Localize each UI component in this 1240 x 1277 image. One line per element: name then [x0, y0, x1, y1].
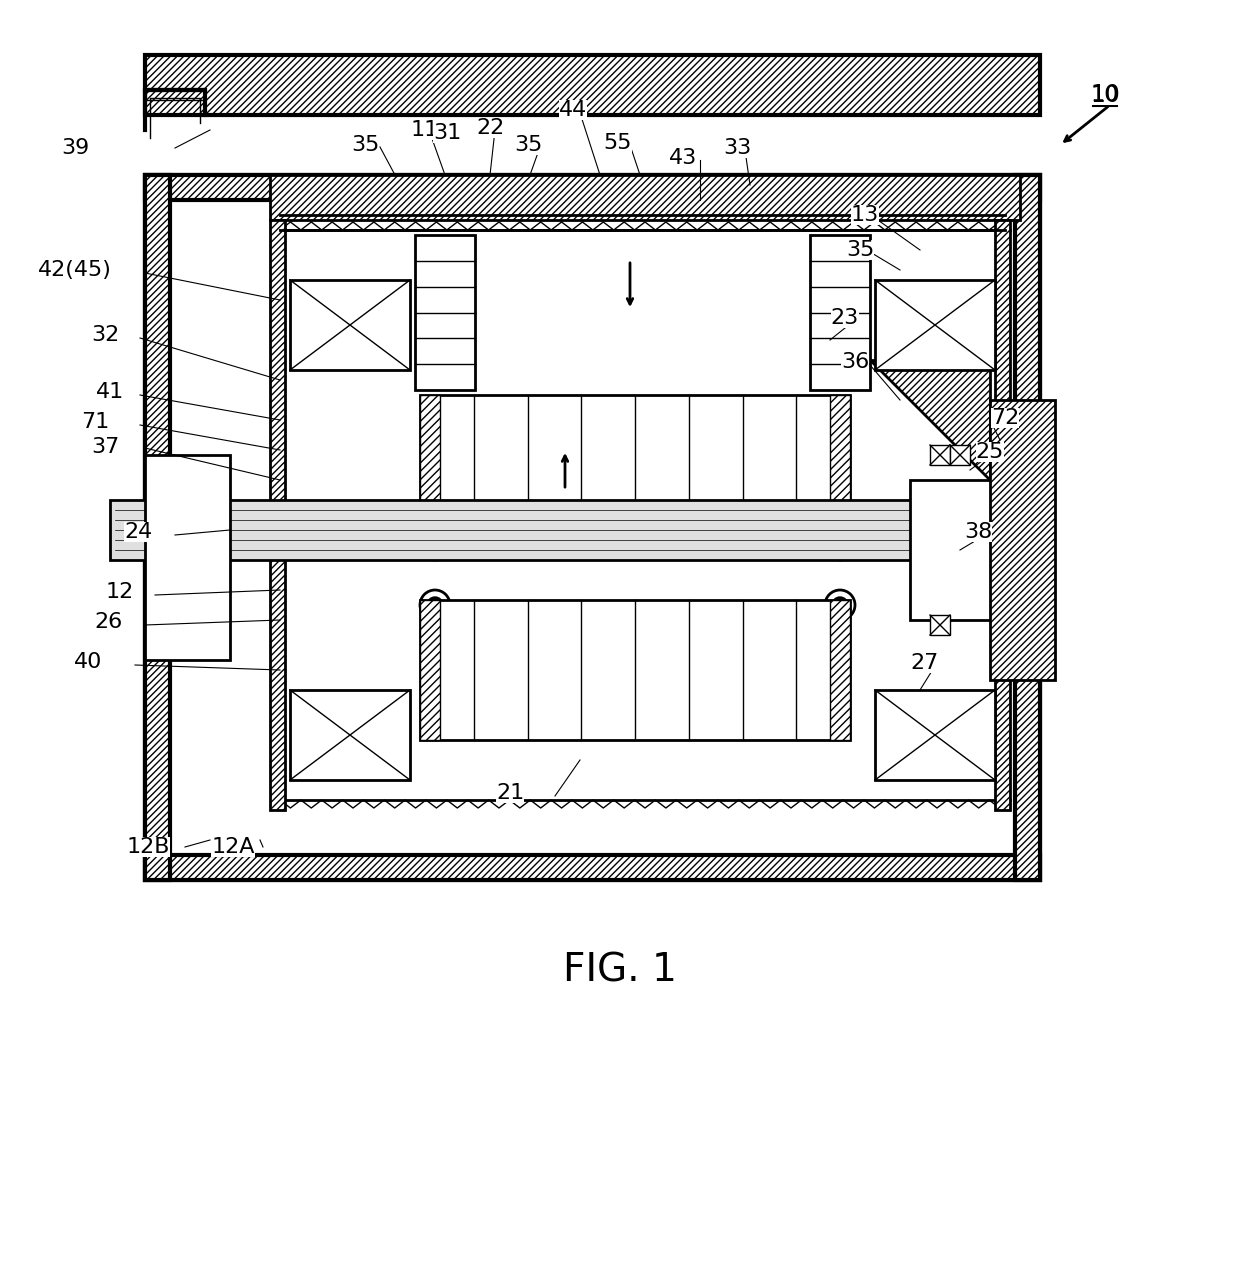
Bar — [290, 280, 410, 370]
Bar — [145, 175, 1040, 200]
Text: 32: 32 — [91, 326, 119, 345]
Circle shape — [832, 538, 848, 553]
FancyBboxPatch shape — [145, 175, 1040, 880]
Text: 27: 27 — [911, 653, 939, 673]
Text: 31: 31 — [433, 123, 461, 143]
Bar — [420, 395, 849, 530]
Bar — [810, 235, 870, 389]
Bar — [930, 444, 950, 465]
Bar — [145, 175, 170, 880]
Text: 55: 55 — [604, 133, 632, 153]
Bar — [420, 600, 440, 739]
Text: 26: 26 — [94, 612, 122, 632]
Bar — [290, 690, 410, 780]
Text: 21: 21 — [496, 783, 525, 803]
Text: FIG. 1: FIG. 1 — [563, 951, 677, 988]
Bar — [145, 856, 1040, 880]
Text: 33: 33 — [723, 138, 751, 158]
Circle shape — [427, 598, 443, 613]
Text: 12A: 12A — [211, 836, 254, 857]
Text: 72: 72 — [991, 407, 1019, 428]
Text: 44: 44 — [559, 100, 587, 120]
Text: 36: 36 — [841, 352, 869, 372]
Text: 37: 37 — [91, 437, 119, 457]
Bar — [420, 600, 849, 739]
Text: 40: 40 — [74, 653, 102, 672]
Bar — [270, 175, 1021, 220]
Text: 23: 23 — [831, 308, 859, 328]
Text: 71: 71 — [81, 412, 109, 432]
Bar — [994, 220, 1011, 810]
Text: 12: 12 — [105, 582, 134, 601]
Text: 39: 39 — [61, 138, 89, 158]
Text: 35: 35 — [513, 135, 542, 155]
Bar — [420, 395, 440, 530]
Bar — [875, 280, 994, 370]
Text: 13: 13 — [851, 206, 879, 225]
Text: 11: 11 — [410, 120, 439, 140]
Text: 43: 43 — [668, 148, 697, 169]
Bar — [875, 690, 994, 780]
Polygon shape — [870, 360, 990, 480]
Circle shape — [832, 598, 848, 613]
Text: 10: 10 — [1090, 83, 1120, 107]
Bar — [830, 600, 849, 739]
Text: 22: 22 — [476, 117, 505, 138]
Bar — [910, 480, 1011, 621]
Bar — [110, 501, 990, 561]
Text: 10: 10 — [1091, 86, 1120, 105]
Bar — [930, 616, 950, 635]
Bar — [1016, 175, 1040, 880]
Bar — [145, 55, 1040, 115]
Bar — [270, 220, 285, 810]
Bar — [990, 400, 1055, 679]
Bar — [415, 235, 475, 389]
Text: 42(45): 42(45) — [38, 261, 112, 280]
Bar — [950, 444, 970, 465]
Text: 24: 24 — [124, 522, 153, 541]
Bar — [830, 395, 849, 530]
Text: 35: 35 — [846, 240, 874, 261]
Text: 25: 25 — [976, 442, 1004, 462]
Text: 38: 38 — [963, 522, 992, 541]
Bar — [145, 455, 229, 660]
Text: 35: 35 — [351, 135, 379, 155]
Text: 41: 41 — [95, 382, 124, 402]
Text: 12B: 12B — [126, 836, 170, 857]
Circle shape — [427, 538, 443, 553]
